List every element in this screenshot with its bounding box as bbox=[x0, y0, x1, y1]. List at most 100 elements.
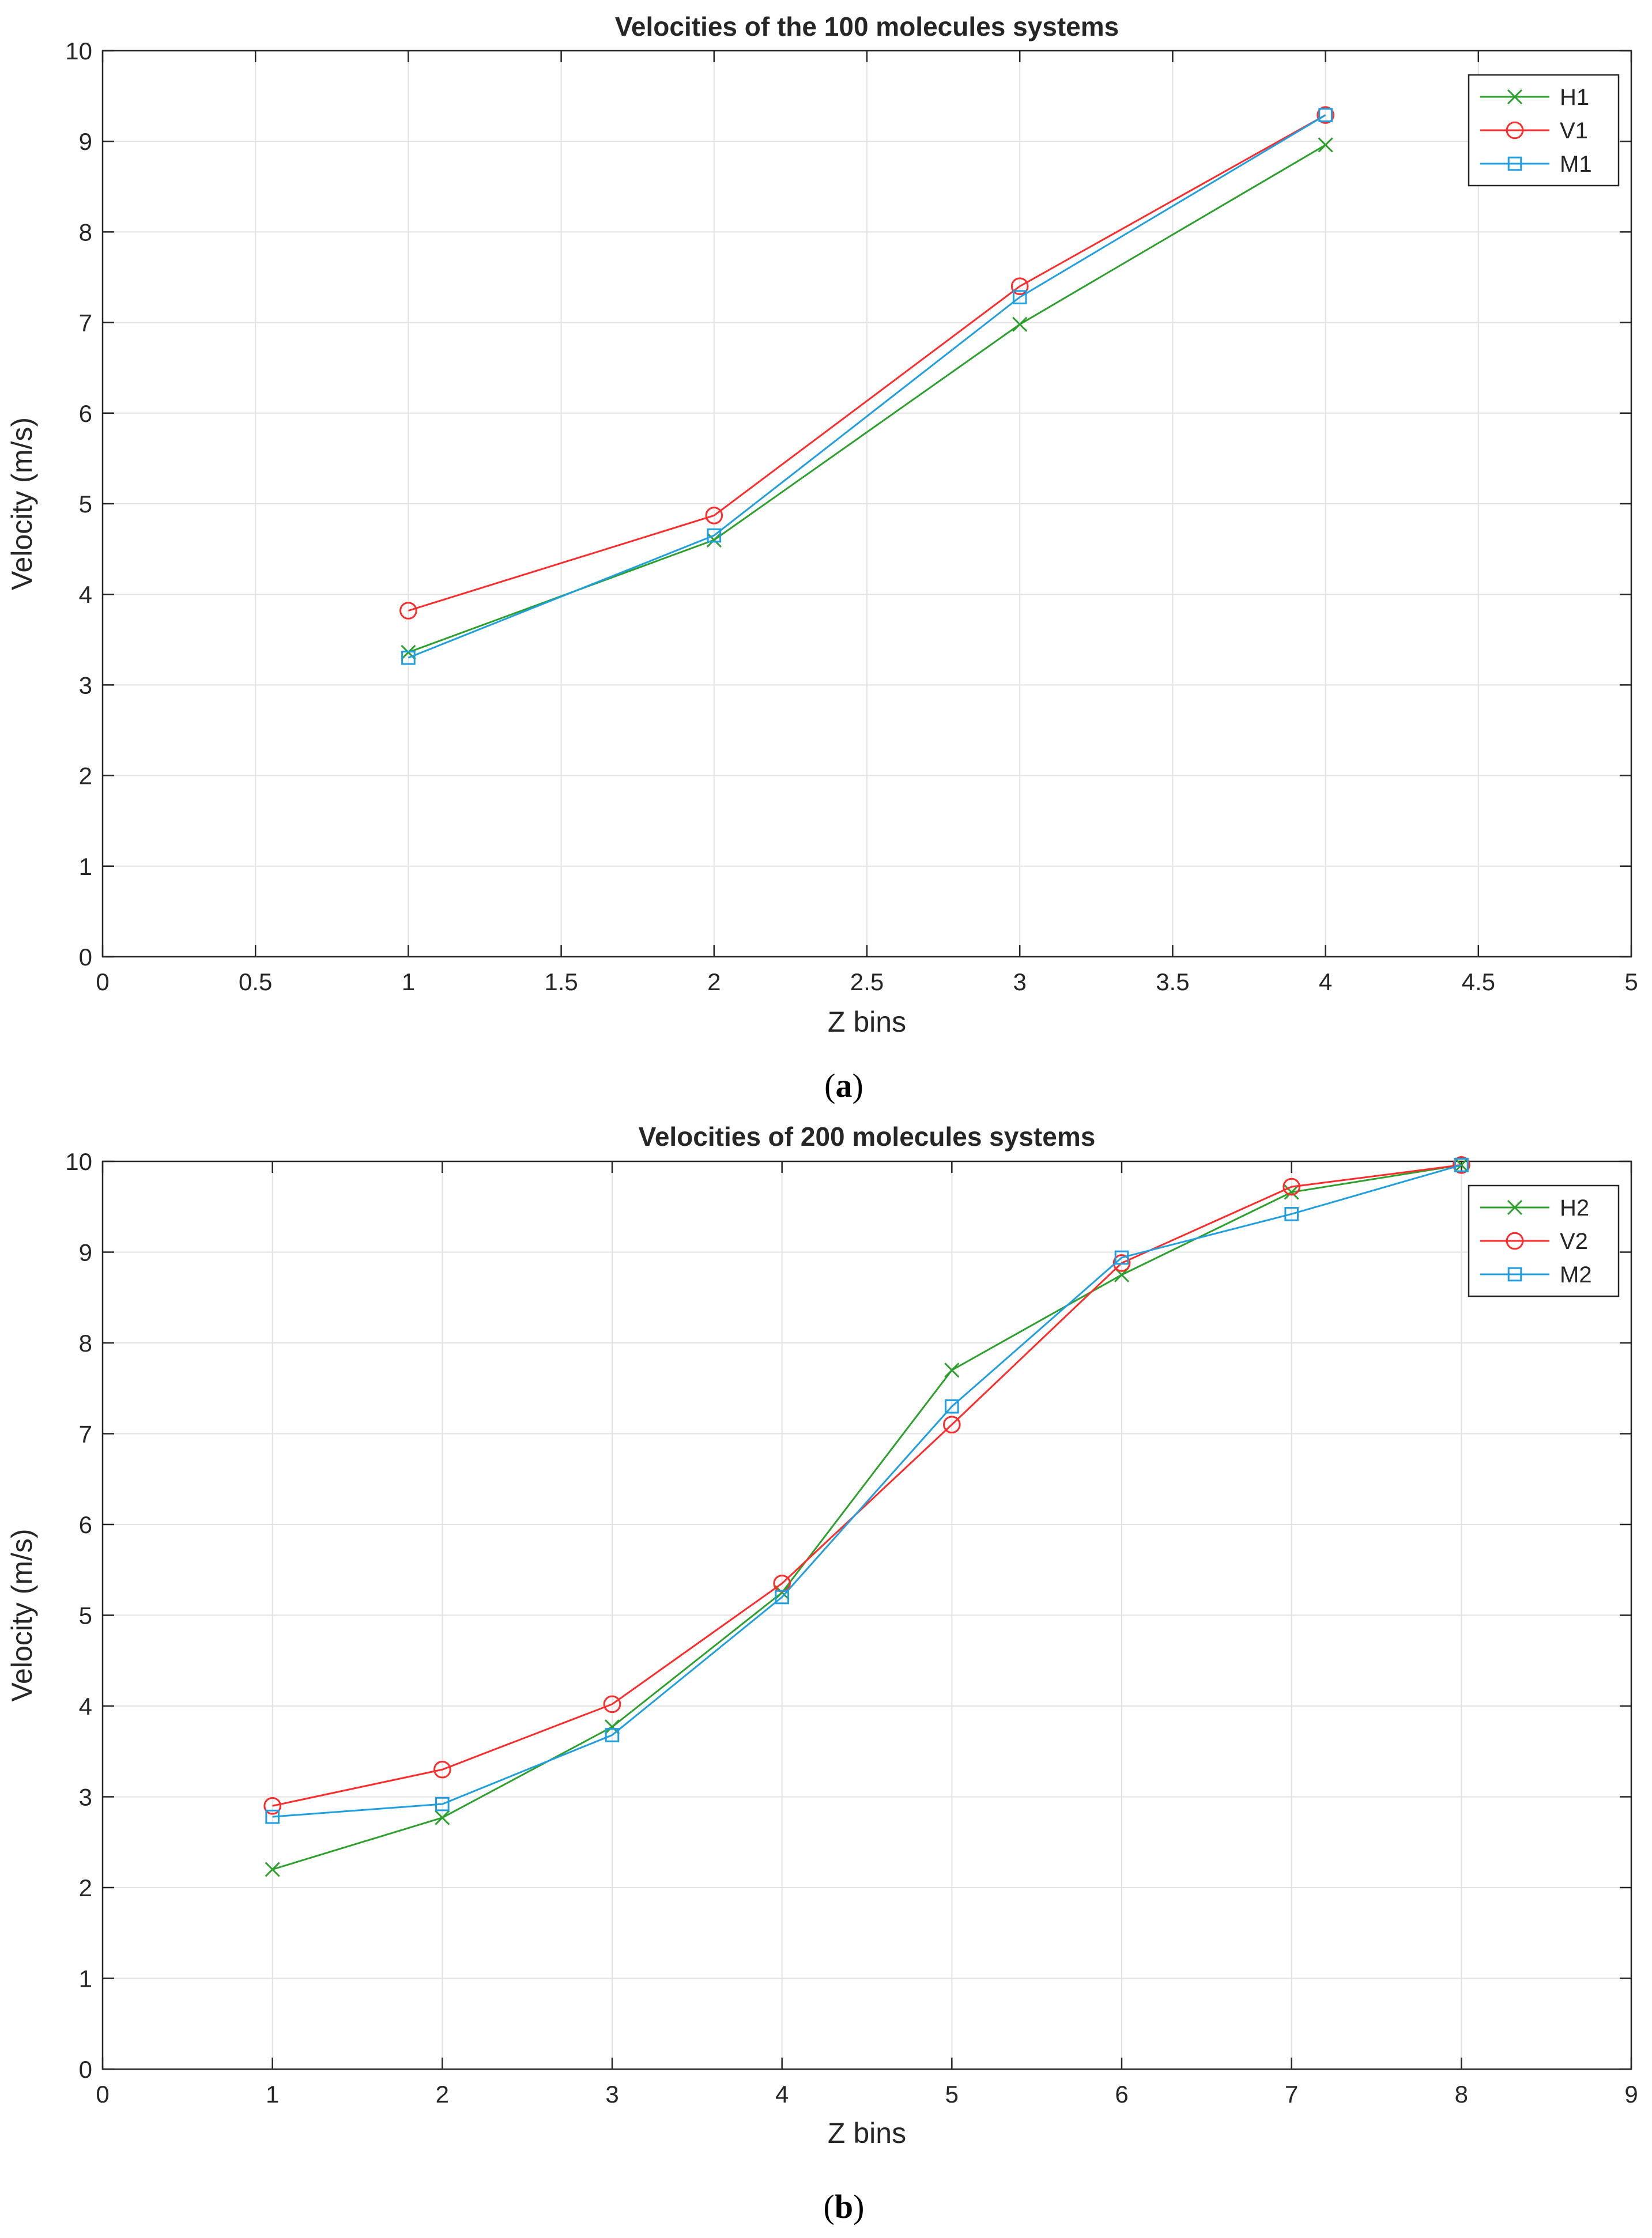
x-tick-label: 6 bbox=[1115, 2081, 1128, 2108]
y-tick-label: 0 bbox=[79, 2056, 92, 2083]
x-tick-label: 8 bbox=[1455, 2081, 1468, 2108]
chart-title: Velocities of 200 molecules systems bbox=[639, 1122, 1096, 1152]
data-point-V1 bbox=[1317, 106, 1334, 124]
data-point-H1 bbox=[706, 532, 722, 548]
x-marker-stroke bbox=[1507, 89, 1523, 105]
x-axis-label: Z bins bbox=[828, 1006, 906, 1038]
data-point-H2 bbox=[1284, 1184, 1299, 1200]
x-marker-stroke bbox=[1284, 1184, 1299, 1200]
y-tick-label: 2 bbox=[79, 1874, 92, 1901]
legend-entry-V1: V1 bbox=[1480, 118, 1588, 144]
x-tick-label: 1 bbox=[402, 968, 415, 995]
y-tick-label: 8 bbox=[79, 1330, 92, 1357]
data-point-M1 bbox=[1012, 290, 1027, 304]
y-tick-label: 6 bbox=[79, 400, 92, 427]
caption-letter: b bbox=[835, 2188, 853, 2225]
y-tick-label: 0 bbox=[79, 943, 92, 971]
x-tick-label: 0 bbox=[96, 2081, 109, 2108]
data-point-H1 bbox=[1318, 137, 1333, 153]
data-point-H1 bbox=[1507, 89, 1523, 105]
data-point-V2 bbox=[263, 1797, 281, 1815]
data-point-H2 bbox=[1507, 1199, 1523, 1216]
x-marker-stroke bbox=[944, 1363, 960, 1378]
y-tick-label: 2 bbox=[79, 763, 92, 790]
x-tick-label: 4 bbox=[775, 2081, 789, 2108]
x-marker-stroke bbox=[435, 1810, 450, 1825]
y-tick-label: 8 bbox=[79, 218, 92, 246]
data-point-V2 bbox=[1112, 1254, 1131, 1272]
x-tick-label: 3 bbox=[1013, 968, 1027, 995]
x-tick-label: 2 bbox=[707, 968, 721, 995]
data-point-M1 bbox=[1507, 156, 1522, 171]
y-tick-label: 9 bbox=[79, 1239, 92, 1266]
chart-title: Velocities of the 100 molecules systems bbox=[615, 12, 1119, 41]
y-tick-label: 9 bbox=[79, 128, 92, 155]
y-tick-label: 1 bbox=[79, 1965, 92, 1992]
caption-letter: a bbox=[836, 1067, 853, 1104]
data-point-H2 bbox=[435, 1810, 450, 1825]
series-line-V1 bbox=[408, 114, 1326, 612]
x-marker-stroke bbox=[1507, 1199, 1523, 1216]
x-tick-label: 0 bbox=[96, 968, 109, 995]
x-tick-label: 5 bbox=[1624, 968, 1638, 995]
legend: H1 V1 M1 bbox=[1468, 74, 1620, 187]
y-tick-label: 5 bbox=[79, 1602, 92, 1629]
x-marker-stroke bbox=[1012, 316, 1028, 332]
data-point-M2 bbox=[1507, 1267, 1522, 1282]
y-tick-label: 1 bbox=[79, 853, 92, 880]
y-axis-label: Velocity (m/s) bbox=[6, 1529, 38, 1701]
x-tick-label: 7 bbox=[1285, 2081, 1298, 2108]
data-point-M2 bbox=[945, 1399, 959, 1414]
series-M2 bbox=[265, 1158, 1469, 1824]
y-axis-label: Velocity (m/s) bbox=[6, 417, 38, 590]
data-point-H2 bbox=[774, 1585, 790, 1601]
x-tick-label: 2.5 bbox=[850, 968, 884, 995]
data-point-M2 bbox=[775, 1590, 789, 1605]
x-marker-stroke bbox=[706, 532, 722, 548]
data-point-M2 bbox=[1454, 1158, 1469, 1172]
data-point-V2 bbox=[433, 1760, 451, 1779]
y-tick-label: 7 bbox=[79, 1421, 92, 1448]
y-tick-label: 4 bbox=[79, 1693, 92, 1720]
legend-label: V2 bbox=[1560, 1229, 1588, 1254]
gridlines bbox=[102, 1161, 1632, 2070]
x-axis-label: Z bins bbox=[828, 2117, 906, 2149]
data-point-M2 bbox=[1114, 1250, 1129, 1265]
data-point-V2 bbox=[1453, 1156, 1470, 1174]
x-marker-stroke bbox=[1318, 137, 1333, 153]
series-M1 bbox=[401, 108, 1333, 665]
y-tick-label: 10 bbox=[65, 37, 92, 65]
data-point-V1 bbox=[1010, 277, 1029, 296]
data-point-H2 bbox=[265, 1862, 280, 1877]
figure-caption: (b) bbox=[824, 2188, 865, 2225]
data-point-V2 bbox=[603, 1695, 621, 1714]
x-tick-label: 1 bbox=[266, 2081, 279, 2108]
x-tick-label: 0.5 bbox=[239, 968, 272, 995]
y-tick-label: 7 bbox=[79, 310, 92, 337]
y-tick-label: 10 bbox=[65, 1148, 92, 1175]
x-tick-label: 4.5 bbox=[1462, 968, 1495, 995]
legend-entry-M1: M1 bbox=[1480, 152, 1592, 177]
legend-label: M2 bbox=[1560, 1262, 1592, 1288]
y-tick-label: 3 bbox=[79, 1784, 92, 1811]
series-line-M1 bbox=[408, 114, 1326, 659]
data-point-H1 bbox=[1012, 316, 1028, 332]
data-point-V2 bbox=[1283, 1178, 1300, 1196]
series-line-V2 bbox=[272, 1164, 1462, 1807]
data-point-V2 bbox=[943, 1416, 961, 1434]
data-point-M1 bbox=[1318, 108, 1333, 122]
y-tick-label: 6 bbox=[79, 1511, 92, 1538]
data-point-M2 bbox=[435, 1797, 450, 1811]
chart-2: 0 1 2 3 4 5 6 7 8 9 0 1 2 3 4 5 6 7 8 9 10 Velocities of 200 … bbox=[6, 1122, 1638, 2225]
data-point-V1 bbox=[705, 507, 723, 524]
legend-label: M1 bbox=[1560, 152, 1592, 177]
legend-entry-H1: H1 bbox=[1480, 85, 1589, 110]
figure-caption: (a) bbox=[824, 1067, 863, 1104]
x-tick-label: 4 bbox=[1319, 968, 1332, 995]
data-point-V2 bbox=[1506, 1232, 1524, 1250]
y-tick-label: 5 bbox=[79, 490, 92, 518]
x-tick-label: 1.5 bbox=[544, 968, 578, 995]
x-tick-label: 9 bbox=[1624, 2081, 1638, 2108]
x-tick-label: 3.5 bbox=[1156, 968, 1189, 995]
